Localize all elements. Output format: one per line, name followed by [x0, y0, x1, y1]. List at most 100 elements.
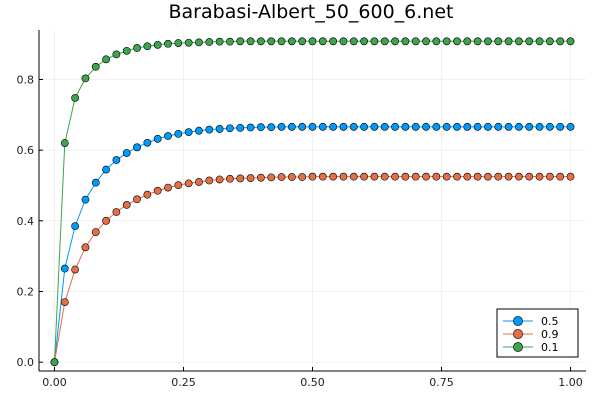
data-point	[504, 172, 513, 181]
data-point	[287, 37, 296, 46]
data-point	[515, 37, 523, 46]
data-point	[422, 37, 430, 46]
data-point	[401, 172, 410, 181]
data-point	[515, 172, 523, 181]
data-point	[174, 181, 183, 190]
data-point	[133, 44, 141, 52]
data-point	[308, 122, 317, 131]
data-point	[432, 172, 441, 181]
data-point	[226, 124, 234, 133]
data-point	[422, 172, 430, 181]
data-point	[122, 201, 131, 209]
data-point	[411, 172, 420, 181]
data-point	[453, 122, 461, 131]
data-point	[339, 172, 348, 181]
data-point	[463, 122, 472, 131]
data-point	[133, 143, 141, 152]
data-point	[102, 55, 110, 64]
y-tick-label: 0.0	[17, 356, 35, 369]
data-point	[484, 172, 492, 181]
data-point	[504, 122, 513, 131]
data-point	[453, 172, 461, 181]
data-point	[267, 123, 276, 132]
data-point	[122, 149, 131, 157]
data-point	[195, 38, 203, 47]
data-point	[143, 138, 152, 147]
data-point	[184, 179, 193, 188]
data-point	[370, 122, 379, 131]
data-point	[91, 178, 100, 187]
data-point	[566, 172, 575, 181]
data-point	[164, 183, 172, 192]
x-tick-label: 1.00	[558, 376, 583, 389]
data-point	[329, 37, 338, 46]
series-0.9	[50, 172, 575, 367]
data-point	[380, 172, 389, 181]
data-point	[535, 172, 544, 181]
data-point	[215, 37, 224, 46]
data-point	[442, 37, 451, 46]
data-point	[329, 172, 338, 181]
data-point	[195, 126, 203, 135]
data-point	[153, 134, 162, 143]
y-tick-label: 0.2	[17, 285, 35, 298]
data-point	[256, 37, 265, 46]
data-point	[545, 122, 554, 131]
data-point	[329, 122, 338, 131]
data-point	[298, 122, 307, 131]
data-point	[494, 122, 503, 131]
data-point	[535, 37, 544, 46]
y-tick-label: 0.6	[17, 144, 35, 157]
data-point	[525, 37, 534, 46]
data-point	[370, 37, 379, 46]
legend: 0.50.90.1	[496, 308, 579, 358]
data-point	[349, 172, 358, 181]
data-point	[143, 190, 152, 199]
data-point	[545, 37, 554, 46]
data-point	[267, 37, 276, 46]
data-point	[401, 37, 410, 46]
data-point	[360, 37, 369, 46]
data-point	[122, 46, 131, 55]
data-point	[256, 173, 265, 182]
data-point	[50, 358, 59, 367]
data-point	[535, 122, 544, 131]
data-point	[277, 37, 286, 46]
data-point	[236, 37, 245, 46]
legend-label: 0.9	[541, 328, 559, 341]
data-point	[215, 125, 224, 133]
data-point	[287, 173, 296, 181]
data-point	[298, 173, 307, 181]
data-point	[556, 172, 565, 181]
data-point	[318, 122, 327, 131]
data-point	[473, 172, 482, 181]
data-point	[143, 42, 152, 51]
x-tick-label: 0.75	[429, 376, 454, 389]
data-point	[349, 37, 358, 46]
data-point	[494, 172, 503, 181]
data-point	[226, 37, 234, 46]
data-point	[515, 122, 523, 131]
data-point	[71, 265, 80, 274]
data-point	[112, 208, 121, 216]
data-point	[81, 243, 90, 252]
data-point	[205, 125, 214, 134]
data-point	[298, 37, 307, 46]
y-tick-label: 0.4	[17, 215, 35, 228]
data-point	[463, 172, 472, 181]
data-point	[401, 122, 410, 131]
data-point	[195, 178, 203, 186]
data-point	[60, 298, 69, 306]
legend-marker	[513, 316, 523, 326]
data-point	[318, 37, 327, 46]
data-point	[112, 156, 121, 164]
data-point	[81, 74, 90, 83]
data-point	[205, 38, 214, 46]
data-point	[391, 37, 399, 46]
data-point	[473, 37, 482, 46]
data-point	[318, 172, 327, 181]
data-point	[236, 174, 245, 183]
data-point	[71, 93, 80, 102]
data-point	[91, 228, 100, 237]
data-point	[60, 264, 69, 273]
